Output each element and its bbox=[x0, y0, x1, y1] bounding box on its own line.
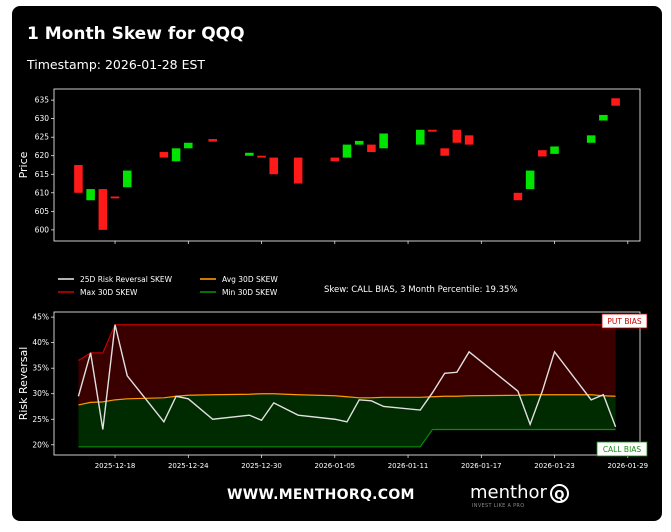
skew-xtick-label: 2025-12-18 bbox=[95, 462, 136, 470]
legend-label: Max 30D SKEW bbox=[80, 288, 138, 297]
price-ylabel: Price bbox=[17, 151, 30, 178]
legend-label: Avg 30D SKEW bbox=[222, 275, 278, 284]
price-candle bbox=[428, 129, 437, 132]
price-candle bbox=[208, 139, 217, 142]
call-bias-zone bbox=[78, 393, 616, 447]
brand-q-icon: Q bbox=[549, 483, 569, 503]
price-candle bbox=[257, 155, 266, 158]
price-candle bbox=[611, 98, 620, 106]
skew-xtick-label: 2026-01-17 bbox=[461, 462, 502, 470]
call-bias-label: CALL BIAS bbox=[603, 445, 642, 454]
skew-ytick-label: 25% bbox=[32, 415, 49, 424]
legend-label: Min 30D SKEW bbox=[222, 288, 278, 297]
price-candle bbox=[171, 148, 181, 162]
legend-label: 25D Risk Reversal SKEW bbox=[80, 275, 173, 284]
skew-xtick-label: 2026-01-23 bbox=[534, 462, 575, 470]
price-candle bbox=[293, 157, 303, 184]
timestamp: Timestamp: 2026-01-28 EST bbox=[27, 57, 206, 72]
price-ytick-label: 605 bbox=[35, 207, 50, 216]
price-candle bbox=[452, 129, 462, 143]
price-candle bbox=[330, 157, 340, 162]
price-ytick-label: 630 bbox=[35, 114, 50, 123]
skew-ytick-label: 35% bbox=[32, 364, 49, 373]
price-candle bbox=[538, 150, 547, 157]
price-ytick-label: 600 bbox=[35, 225, 50, 234]
skew-ytick-label: 30% bbox=[32, 389, 49, 398]
skew-ylabel: Risk Reversal bbox=[17, 347, 30, 421]
chart-card: 1 Month Skew for QQQ Timestamp: 2026-01-… bbox=[12, 6, 662, 521]
call-bias-box bbox=[596, 441, 648, 457]
price-candle bbox=[184, 142, 193, 149]
skew-xtick-label: 2026-01-11 bbox=[388, 462, 429, 470]
price-candle bbox=[98, 189, 108, 230]
price-candle bbox=[440, 148, 449, 156]
brand-name: menthor bbox=[470, 482, 547, 503]
avg-30d-line bbox=[78, 393, 616, 406]
price-candle bbox=[122, 170, 132, 188]
price-candle bbox=[269, 157, 279, 175]
price-candle bbox=[525, 170, 535, 190]
put-bias-box bbox=[601, 313, 648, 329]
skew-ytick-label: 20% bbox=[32, 440, 49, 449]
price-candle bbox=[415, 129, 425, 145]
skew-xtick-label: 2025-12-24 bbox=[168, 462, 209, 470]
price-candle bbox=[110, 196, 120, 199]
price-ytick-label: 635 bbox=[35, 96, 50, 105]
price-ytick-label: 615 bbox=[35, 170, 50, 179]
price-candle bbox=[354, 140, 364, 145]
price-candle bbox=[550, 146, 559, 154]
brand-logo: menthor Q bbox=[470, 482, 569, 503]
put-bias-zone bbox=[78, 324, 616, 405]
price-candle bbox=[159, 152, 169, 158]
min-30d-line bbox=[78, 428, 616, 448]
skew-annotation: Skew: CALL BIAS, 3 Month Percentile: 19.… bbox=[324, 285, 518, 295]
skew-xtick-label: 2025-12-30 bbox=[241, 462, 282, 470]
skew-xtick-label: 2026-01-29 bbox=[607, 462, 648, 470]
footer-url[interactable]: WWW.MENTHORQ.COM bbox=[227, 487, 415, 503]
price-candle bbox=[513, 192, 523, 201]
skew-ytick-label: 40% bbox=[32, 338, 49, 347]
price-candle bbox=[245, 152, 254, 156]
risk-reversal-line bbox=[77, 324, 617, 430]
price-candle bbox=[86, 189, 95, 201]
skew-axes-frame bbox=[53, 311, 641, 456]
brand-tagline: INVEST LIKE A PRO bbox=[472, 503, 525, 509]
put-bias-label: PUT BIAS bbox=[607, 317, 641, 326]
price-candle bbox=[599, 114, 608, 121]
charts-canvas: 600 605 610 615 620 625 630 635 Price 20% 25% 30% 35… bbox=[17, 88, 648, 470]
skew-xtick-label: 2026-01-05 bbox=[314, 462, 355, 470]
price-ytick-label: 620 bbox=[35, 151, 50, 160]
chart-title: 1 Month Skew for QQQ bbox=[27, 24, 245, 44]
price-ytick-label: 610 bbox=[35, 188, 50, 197]
price-candle bbox=[367, 144, 376, 153]
price-candle bbox=[74, 165, 83, 193]
price-candle bbox=[586, 135, 596, 143]
price-candle bbox=[464, 135, 474, 145]
price-candle bbox=[342, 144, 352, 158]
price-candle bbox=[379, 133, 388, 149]
skew-ytick-label: 45% bbox=[32, 313, 49, 322]
max-30d-line bbox=[78, 324, 616, 362]
price-axes-frame bbox=[53, 88, 641, 242]
price-ytick-label: 625 bbox=[35, 133, 50, 142]
